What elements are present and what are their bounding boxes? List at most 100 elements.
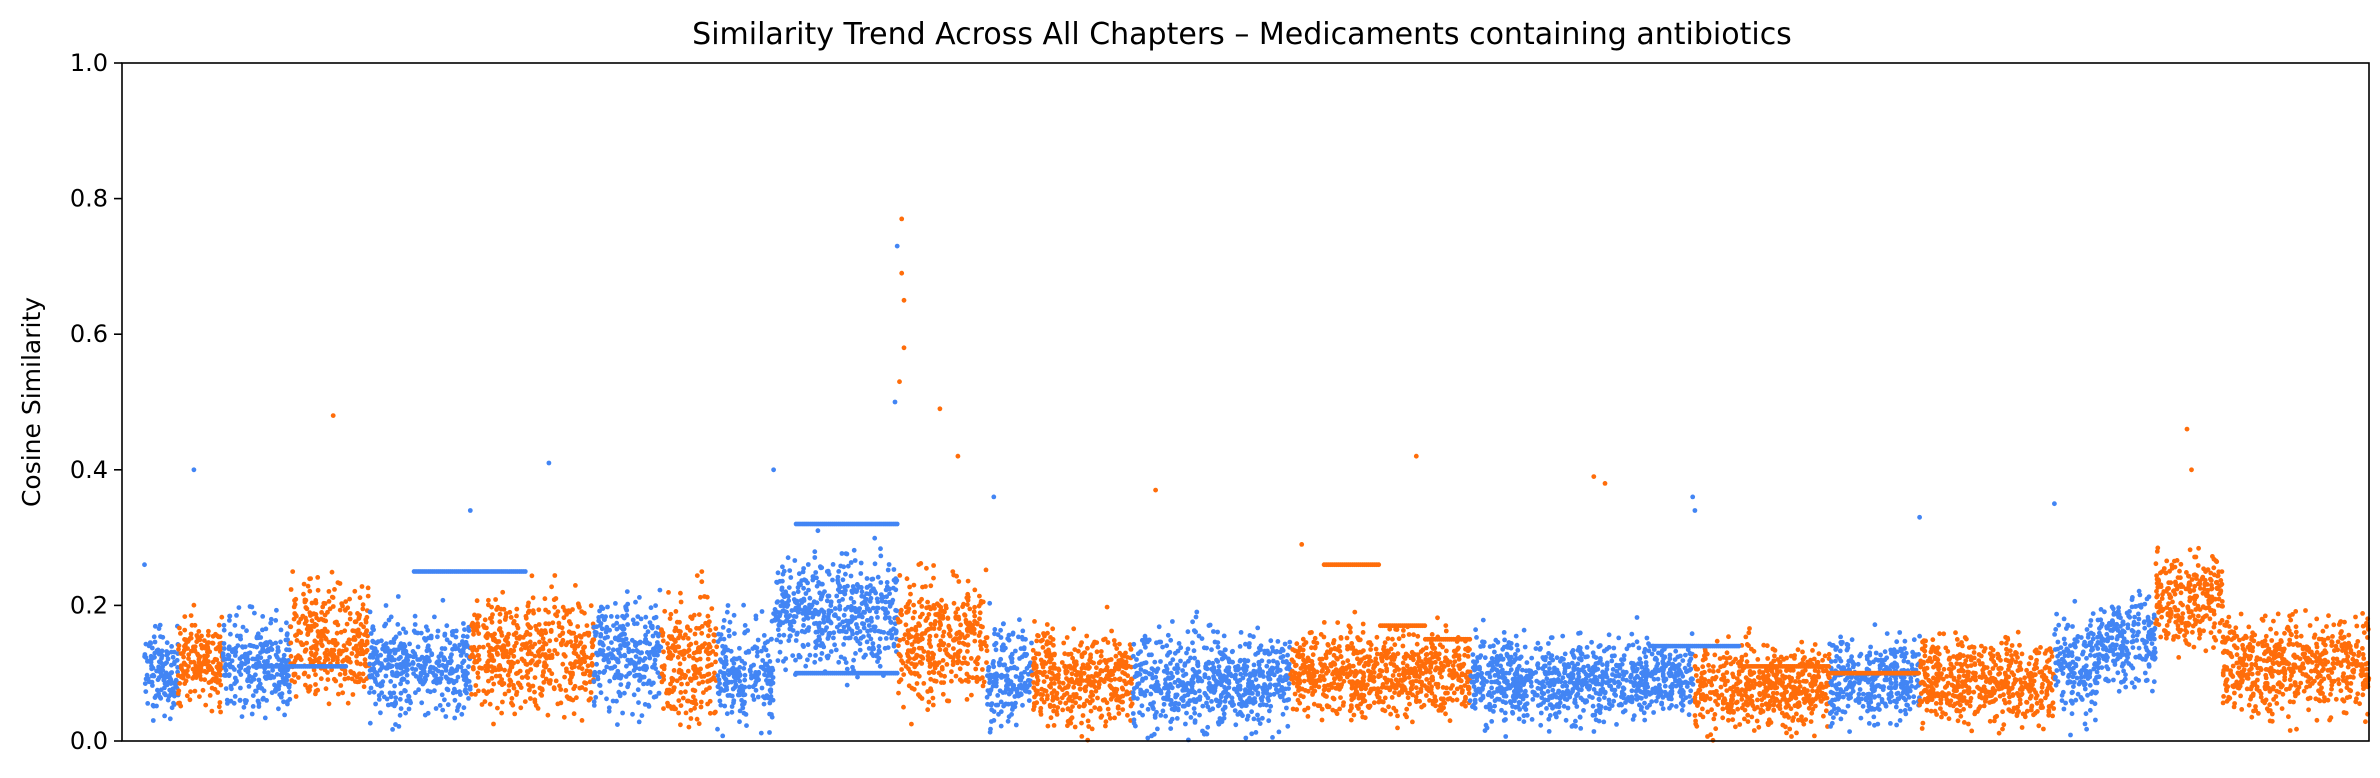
data-point bbox=[1112, 715, 1117, 721]
data-point bbox=[913, 624, 919, 630]
data-point bbox=[559, 642, 564, 648]
data-point bbox=[1099, 668, 1105, 674]
data-point bbox=[866, 606, 871, 612]
data-point bbox=[470, 620, 475, 626]
data-point bbox=[1301, 642, 1307, 648]
data-point bbox=[524, 662, 530, 667]
data-point bbox=[930, 695, 936, 701]
data-point bbox=[1266, 651, 1272, 657]
data-point bbox=[237, 656, 243, 661]
data-point bbox=[1071, 684, 1077, 690]
data-point bbox=[1181, 673, 1186, 678]
data-point bbox=[240, 644, 246, 650]
data-point bbox=[1111, 638, 1117, 643]
data-point bbox=[238, 685, 243, 691]
data-point bbox=[425, 688, 431, 694]
data-point bbox=[987, 689, 992, 695]
data-point bbox=[392, 703, 397, 709]
data-point bbox=[859, 589, 865, 595]
data-point bbox=[1077, 681, 1083, 687]
data-point bbox=[307, 684, 313, 689]
data-point bbox=[594, 661, 599, 667]
data-point bbox=[410, 660, 416, 665]
data-point bbox=[1092, 705, 1098, 710]
data-point bbox=[965, 602, 970, 607]
data-point bbox=[151, 703, 157, 709]
data-point bbox=[843, 551, 849, 556]
data-point bbox=[974, 620, 980, 626]
data-point bbox=[1207, 622, 1213, 628]
data-point bbox=[1038, 638, 1044, 644]
data-point bbox=[514, 692, 519, 697]
data-point bbox=[800, 569, 806, 575]
data-point bbox=[526, 682, 531, 687]
data-point bbox=[578, 634, 584, 640]
data-point bbox=[986, 664, 992, 670]
data-point bbox=[326, 599, 332, 604]
data-point bbox=[884, 580, 890, 585]
data-point bbox=[1149, 672, 1155, 677]
data-point bbox=[1065, 723, 1070, 729]
data-point bbox=[200, 687, 206, 693]
data-point bbox=[238, 672, 244, 677]
data-point bbox=[872, 628, 878, 634]
data-point bbox=[158, 634, 163, 639]
data-point bbox=[228, 631, 233, 637]
data-point bbox=[761, 701, 767, 707]
data-point bbox=[522, 699, 528, 704]
data-point bbox=[872, 561, 878, 567]
data-point bbox=[726, 633, 732, 639]
data-point bbox=[751, 662, 756, 668]
data-point bbox=[306, 674, 311, 679]
data-point bbox=[1063, 670, 1069, 675]
data-point bbox=[785, 555, 791, 561]
data-point bbox=[373, 701, 378, 707]
data-point bbox=[566, 629, 572, 635]
data-point bbox=[747, 667, 753, 673]
data-point bbox=[1404, 714, 1409, 720]
data-point bbox=[1130, 690, 1136, 696]
data-point bbox=[397, 631, 402, 636]
data-point bbox=[731, 698, 737, 703]
data-point bbox=[290, 569, 296, 574]
data-point bbox=[1096, 706, 1102, 712]
data-point bbox=[374, 640, 379, 646]
data-point bbox=[182, 643, 187, 649]
data-point bbox=[1192, 669, 1198, 674]
data-point bbox=[1134, 657, 1139, 662]
data-point bbox=[642, 656, 648, 661]
data-point bbox=[848, 596, 854, 601]
data-point bbox=[276, 706, 281, 712]
data-point bbox=[906, 606, 912, 612]
data-point bbox=[1185, 646, 1191, 652]
data-point bbox=[929, 650, 935, 656]
data-point bbox=[630, 648, 636, 654]
data-point bbox=[1423, 652, 1429, 658]
data-point bbox=[322, 651, 328, 656]
data-point bbox=[1217, 718, 1223, 724]
data-point bbox=[677, 633, 683, 638]
data-point bbox=[191, 644, 196, 650]
data-point bbox=[723, 676, 728, 682]
data-point bbox=[637, 678, 642, 683]
data-point bbox=[560, 630, 566, 636]
data-point bbox=[1098, 653, 1104, 659]
data-point bbox=[841, 612, 847, 618]
data-point bbox=[160, 668, 166, 673]
data-point bbox=[1089, 726, 1095, 732]
data-point bbox=[572, 643, 578, 649]
data-point bbox=[793, 657, 798, 663]
data-point bbox=[1414, 641, 1420, 647]
data-point bbox=[388, 679, 394, 684]
data-point bbox=[1168, 698, 1174, 703]
data-point bbox=[265, 670, 271, 676]
data-point bbox=[209, 685, 215, 691]
data-point bbox=[326, 589, 332, 594]
data-point bbox=[821, 614, 827, 620]
data-point bbox=[450, 690, 456, 696]
data-point bbox=[613, 601, 618, 606]
data-point bbox=[551, 686, 557, 692]
data-point bbox=[905, 653, 911, 659]
data-point bbox=[819, 627, 825, 633]
data-point bbox=[240, 624, 246, 630]
